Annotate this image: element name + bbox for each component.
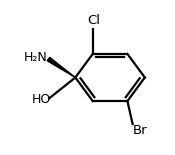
Text: H₂N: H₂N bbox=[24, 51, 47, 64]
Polygon shape bbox=[47, 58, 75, 78]
Text: Cl: Cl bbox=[87, 14, 100, 27]
Text: Br: Br bbox=[132, 124, 147, 137]
Text: HO: HO bbox=[32, 93, 51, 106]
